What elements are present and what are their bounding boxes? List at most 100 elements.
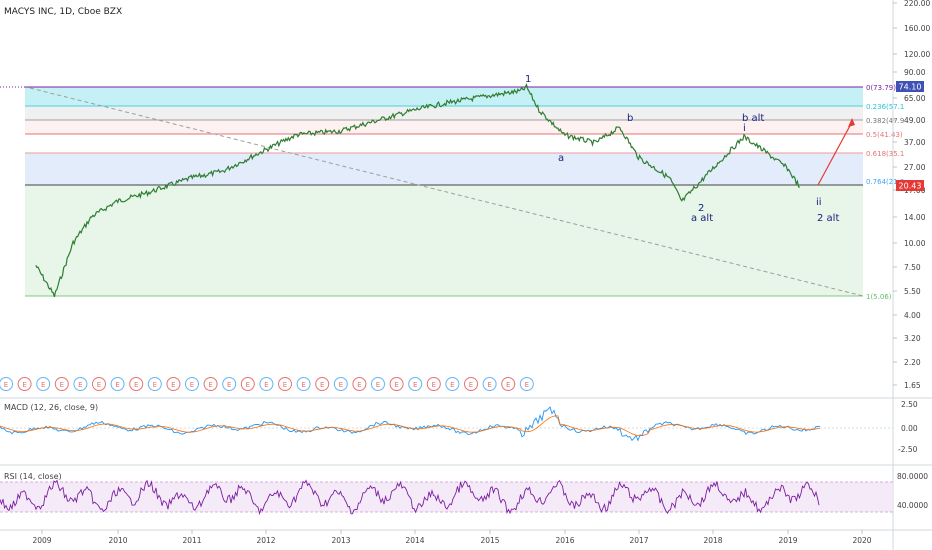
earnings-marker[interactable]: E (129, 377, 144, 391)
last-price-value: 74.10 (899, 83, 922, 92)
wave-labels: 1 a b 2 a alt b alt i ii 2 alt (525, 74, 839, 224)
earnings-marker[interactable]: E (389, 377, 404, 391)
fib-labels: 0(73.79) 0.236(57.1 0.382(47.9 0.5(41.43… (866, 84, 904, 301)
current-price-tag: 20.43 (896, 180, 924, 191)
earnings-label: E (413, 381, 417, 389)
earnings-marker[interactable]: E (519, 377, 534, 391)
rsi-axis[interactable]: 80.0000 40.0000 (897, 472, 928, 510)
earnings-marker[interactable]: E (222, 377, 237, 391)
earnings-label: E (264, 381, 268, 389)
earnings-label: E (134, 381, 138, 389)
price-tick: 2.20 (904, 358, 921, 367)
earnings-marker[interactable]: E (501, 377, 516, 391)
earnings-label: E (357, 381, 361, 389)
earnings-label: E (394, 381, 398, 389)
time-axis[interactable]: 2009 2010 2011 2012 2013 2014 2015 2016 2017 2018… (32, 530, 872, 545)
rsi-line (0, 479, 820, 516)
wave-label-ii: ii (816, 197, 822, 208)
earnings-marker[interactable]: E (371, 377, 385, 391)
earnings-label: E (41, 381, 45, 389)
earnings-marker[interactable]: E (445, 377, 460, 391)
earnings-marker[interactable]: E (92, 377, 106, 391)
earnings-label: E (78, 381, 82, 389)
earnings-label: E (208, 381, 212, 389)
earnings-marker[interactable]: E (333, 377, 348, 391)
price-tick: 37.00 (904, 138, 926, 147)
earnings-label: E (525, 381, 529, 389)
earnings-marker[interactable]: E (0, 377, 13, 391)
earnings-label: E (469, 381, 473, 389)
year-tick: 2017 (629, 536, 648, 545)
earnings-marker[interactable]: E (408, 377, 423, 391)
earnings-marker[interactable]: E (73, 377, 88, 391)
fib-label-1: 1(5.06) (866, 293, 892, 301)
year-tick: 2016 (555, 536, 574, 545)
signal-line (0, 415, 821, 437)
macd-line (0, 406, 821, 442)
fib-label-0618: 0.618(35.1 (866, 150, 904, 158)
macd-label: MACD (12, 26, close, 9) (4, 403, 98, 412)
earnings-label: E (283, 381, 287, 389)
year-tick: 2013 (331, 536, 350, 545)
wave-label-a-alt: a alt (691, 213, 713, 224)
earnings-label: E (450, 381, 454, 389)
macd-tick: -2.50 (898, 445, 918, 454)
earnings-label: E (4, 381, 8, 389)
earnings-marker[interactable]: E (240, 377, 255, 391)
earnings-marker[interactable]: E (110, 377, 125, 391)
trendline[interactable] (29, 87, 864, 297)
earnings-marker[interactable]: E (185, 377, 199, 391)
price-tick: 90.00 (904, 68, 926, 77)
price-axis[interactable]: 220.00 160.00 120.00 90.00 65.00 49.00 37.00 27… (893, 0, 930, 390)
rsi-tick: 80.0000 (897, 472, 928, 481)
price-tick: 120.00 (904, 50, 930, 59)
earnings-marker[interactable]: E (315, 377, 330, 391)
earnings-marker[interactable]: E (464, 377, 478, 391)
price-tick: 14.00 (904, 213, 926, 222)
earnings-label: E (153, 381, 157, 389)
earnings-label: E (339, 381, 343, 389)
rsi-label: RSI (14, close) (4, 472, 62, 481)
price-tick: 27.00 (904, 163, 926, 172)
current-price-value: 20.43 (899, 182, 922, 191)
earnings-marker[interactable]: E (147, 377, 162, 391)
year-tick: 2009 (32, 536, 51, 545)
earnings-marker[interactable]: E (352, 377, 367, 391)
year-tick: 2010 (108, 536, 127, 545)
earnings-marker[interactable]: E (426, 377, 441, 391)
wave-label-a: a (558, 153, 564, 164)
fib-label-0: 0(73.79) (866, 84, 896, 92)
wave-label-b: b (627, 113, 633, 124)
earnings-label: E (301, 381, 305, 389)
earnings-marker[interactable]: E (203, 377, 218, 391)
wave-label-b-alt: b alt (742, 113, 764, 124)
macd-tick: 0.00 (901, 424, 918, 433)
macd-axis[interactable]: 2.50 0.00 -2.50 (898, 400, 918, 454)
fib-label-0764: 0.764(21.2 (866, 178, 904, 186)
price-tick: 220.00 (904, 0, 930, 8)
earnings-label: E (376, 381, 380, 389)
year-tick: 2011 (182, 536, 201, 545)
price-tick: 10.00 (904, 239, 926, 248)
earnings-marker[interactable]: E (36, 377, 51, 391)
projection-arrow[interactable] (817, 118, 855, 186)
earnings-marker[interactable]: E (54, 377, 69, 391)
earnings-marker[interactable]: E (166, 377, 181, 391)
price-tick: 65.00 (904, 94, 926, 103)
earnings-marker[interactable]: E (482, 377, 497, 391)
earnings-marker[interactable]: E (278, 377, 292, 391)
earnings-marker[interactable]: E (296, 377, 311, 391)
earnings-marker[interactable]: E (259, 377, 274, 391)
last-price-tag: 74.10 (896, 81, 924, 92)
year-tick: 2012 (256, 536, 275, 545)
earnings-label: E (227, 381, 231, 389)
earnings-marker[interactable]: E (17, 377, 32, 391)
rsi-pane: RSI (14, close) (0, 472, 893, 516)
price-series-line (35, 82, 801, 298)
wave-label-2-alt: 2 alt (817, 213, 839, 224)
earnings-label: E (115, 381, 119, 389)
earnings-label: E (190, 381, 194, 389)
price-tick: 5.50 (904, 287, 921, 296)
